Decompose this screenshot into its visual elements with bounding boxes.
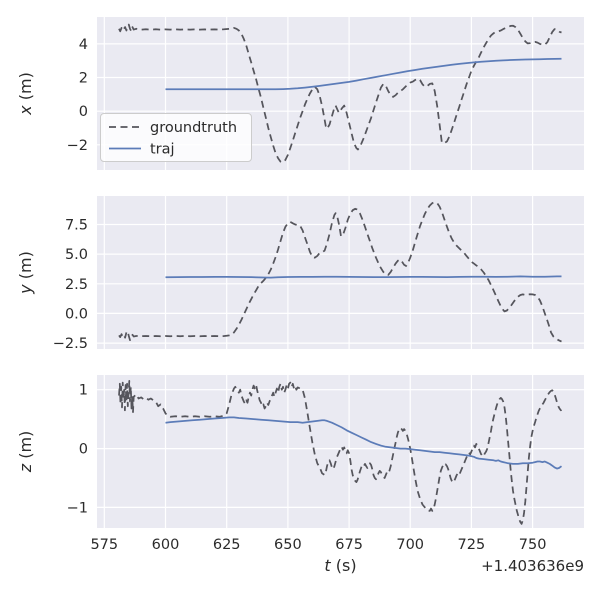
y-tick-label: 0.0 — [65, 306, 88, 322]
traj-line — [165, 416, 563, 470]
x-tick-label: 625 — [213, 537, 241, 553]
y-tick-label: 2 — [79, 71, 88, 87]
y-axis-label: z (m) — [16, 431, 35, 474]
y-tick-label: −2.5 — [53, 336, 88, 352]
legend: groundtruth traj — [100, 113, 252, 162]
subplot-y: −2.5 0.0 2.5 5.0 7.5 y (m) — [16, 196, 584, 352]
x-tick-label: 675 — [335, 537, 363, 553]
traj-line — [165, 57, 562, 91]
x-tick-label: 750 — [519, 537, 547, 553]
y-tick-label: 2.5 — [65, 277, 88, 293]
y-tick-label: −1 — [67, 500, 88, 516]
y-tick-label: 7.5 — [65, 218, 88, 234]
y-tick-label: 1 — [79, 383, 88, 399]
legend-label: traj — [150, 142, 175, 158]
traj-line — [165, 275, 562, 279]
subplot-z: −1 0 1 575 600 625 650 675 700 725 750 z (m) — [16, 375, 584, 553]
x-tick-label: 700 — [396, 537, 424, 553]
x-axis-label: t (s) — [324, 556, 356, 575]
y-tick-label: 4 — [79, 37, 88, 53]
x-tick-label: 575 — [90, 537, 118, 553]
legend-box — [100, 113, 252, 162]
y-axis-label: x (m) — [16, 72, 35, 116]
y-tick-label: 0 — [79, 442, 88, 458]
y-tick-label: 5.0 — [65, 247, 88, 263]
axes-background — [97, 375, 584, 528]
subplot-x: −2 0 2 4 x (m) groundtruth traj — [16, 17, 584, 170]
y-axis-label: y (m) — [16, 251, 35, 295]
groundtruth-line — [118, 380, 563, 525]
legend-label: groundtruth — [150, 120, 237, 136]
x-axis-offset-text: +1.403636e9 — [481, 557, 584, 575]
x-tick-label: 600 — [152, 537, 180, 553]
groundtruth-line — [118, 23, 562, 164]
axes-background — [97, 196, 584, 349]
y-tick-label: −2 — [67, 138, 88, 154]
x-tick-label: 725 — [458, 537, 486, 553]
groundtruth-line — [118, 201, 562, 343]
x-tick-label: 650 — [274, 537, 302, 553]
y-tick-label: 0 — [79, 104, 88, 120]
